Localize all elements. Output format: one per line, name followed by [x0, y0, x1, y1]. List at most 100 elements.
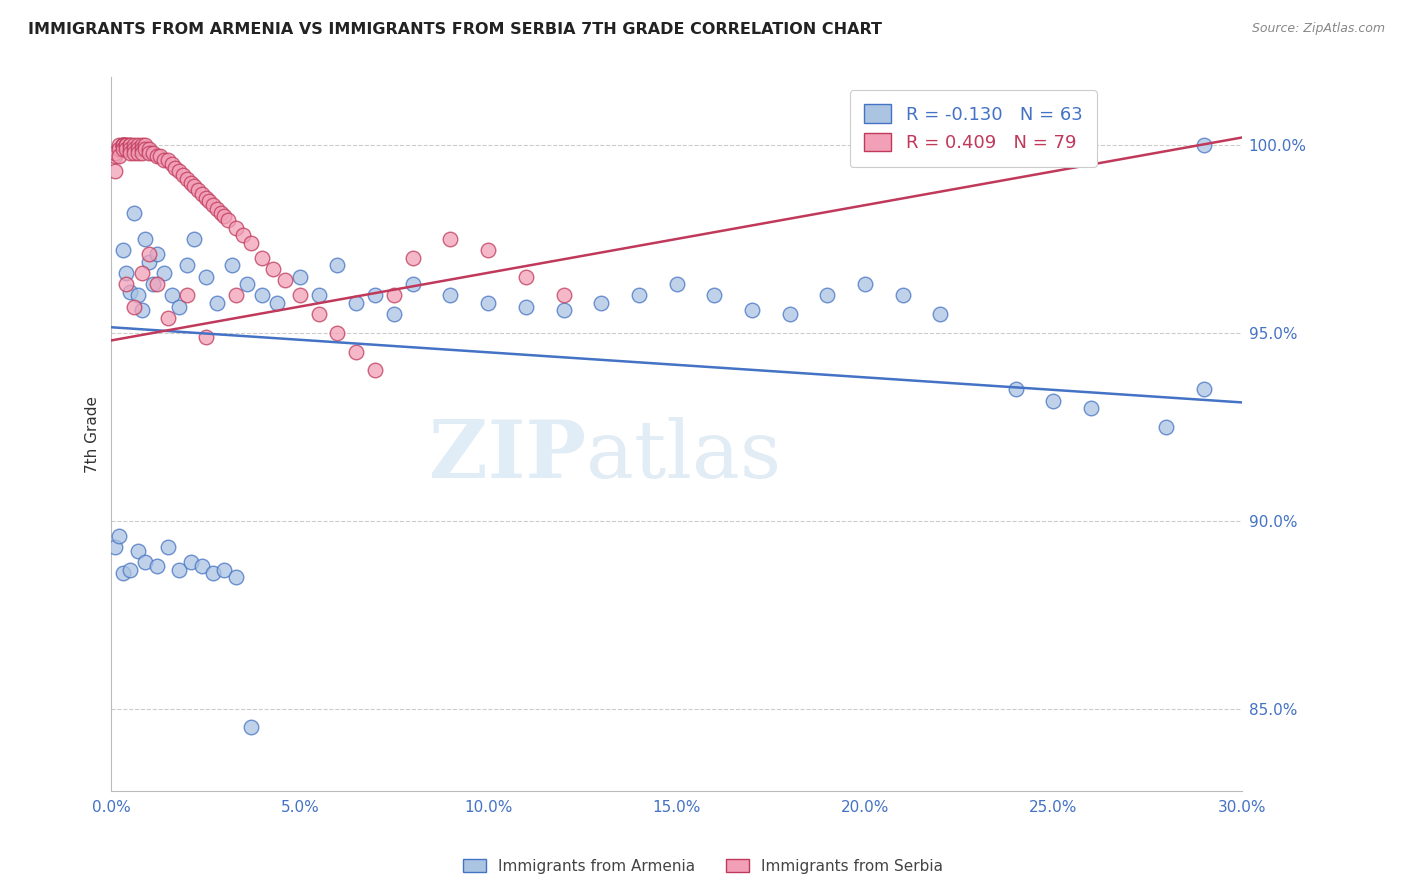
Point: [198, 194, 221, 209]
Point: [111, 138, 134, 153]
Point: [326, 258, 349, 272]
Point: [1004, 382, 1026, 396]
Point: [191, 558, 214, 573]
Point: [160, 157, 183, 171]
Point: [115, 138, 138, 153]
Point: [131, 303, 153, 318]
Point: [382, 288, 405, 302]
Point: [627, 288, 650, 302]
Point: [145, 277, 167, 291]
Point: [402, 277, 425, 291]
Point: [120, 145, 142, 160]
Point: [156, 540, 179, 554]
Point: [250, 288, 273, 302]
Point: [156, 310, 179, 325]
Point: [115, 142, 138, 156]
Point: [172, 168, 194, 182]
Point: [176, 288, 198, 302]
Point: [134, 142, 156, 156]
Point: [127, 138, 149, 153]
Point: [134, 138, 156, 153]
Point: [127, 145, 149, 160]
Point: [402, 251, 425, 265]
Point: [239, 235, 262, 250]
Point: [194, 191, 217, 205]
Point: [1156, 419, 1178, 434]
Point: [891, 288, 914, 302]
Point: [131, 142, 153, 156]
Point: [250, 251, 273, 265]
Point: [553, 303, 575, 318]
Point: [225, 220, 247, 235]
Point: [274, 273, 297, 287]
Point: [225, 570, 247, 584]
Point: [138, 247, 160, 261]
Point: [209, 205, 232, 219]
Point: [122, 145, 145, 160]
Point: [145, 558, 167, 573]
Point: [214, 210, 236, 224]
Point: [183, 179, 205, 194]
Point: [108, 149, 131, 163]
Point: [288, 288, 311, 302]
Point: [104, 164, 127, 178]
Point: [115, 277, 138, 291]
Point: [180, 555, 202, 569]
Point: [142, 145, 165, 160]
Point: [221, 258, 243, 272]
Point: [665, 277, 688, 291]
Point: [217, 213, 239, 227]
Point: [104, 145, 127, 160]
Point: [120, 285, 142, 299]
Point: [929, 307, 952, 321]
Point: [115, 138, 138, 153]
Point: [364, 288, 387, 302]
Point: [214, 563, 236, 577]
Point: [138, 254, 160, 268]
Point: [167, 300, 190, 314]
Point: [364, 363, 387, 377]
Point: [779, 307, 801, 321]
Point: [439, 288, 461, 302]
Point: [122, 300, 145, 314]
Point: [815, 288, 838, 302]
Point: [111, 566, 134, 581]
Point: [145, 247, 167, 261]
Point: [288, 269, 311, 284]
Point: [156, 153, 179, 167]
Point: [515, 269, 537, 284]
Point: [138, 142, 160, 156]
Point: [239, 720, 262, 734]
Point: [205, 202, 228, 216]
Point: [703, 288, 725, 302]
Point: [1080, 401, 1102, 415]
Point: [266, 296, 288, 310]
Point: [326, 326, 349, 340]
Point: [153, 266, 176, 280]
Point: [187, 183, 209, 197]
Text: IMMIGRANTS FROM ARMENIA VS IMMIGRANTS FROM SERBIA 7TH GRADE CORRELATION CHART: IMMIGRANTS FROM ARMENIA VS IMMIGRANTS FR…: [28, 22, 882, 37]
Point: [111, 244, 134, 258]
Point: [1192, 382, 1215, 396]
Point: [134, 232, 156, 246]
Legend: R = -0.130   N = 63, R = 0.409   N = 79: R = -0.130 N = 63, R = 0.409 N = 79: [849, 90, 1097, 167]
Point: [108, 529, 131, 543]
Point: [138, 145, 160, 160]
Point: [120, 138, 142, 153]
Point: [111, 142, 134, 156]
Point: [104, 149, 127, 163]
Point: [131, 138, 153, 153]
Point: [477, 296, 499, 310]
Point: [167, 563, 190, 577]
Point: [115, 138, 138, 153]
Point: [111, 138, 134, 153]
Point: [108, 142, 131, 156]
Point: [180, 176, 202, 190]
Point: [120, 142, 142, 156]
Point: [308, 288, 330, 302]
Point: [115, 266, 138, 280]
Point: [122, 138, 145, 153]
Point: [308, 307, 330, 321]
Point: [131, 145, 153, 160]
Point: [344, 296, 367, 310]
